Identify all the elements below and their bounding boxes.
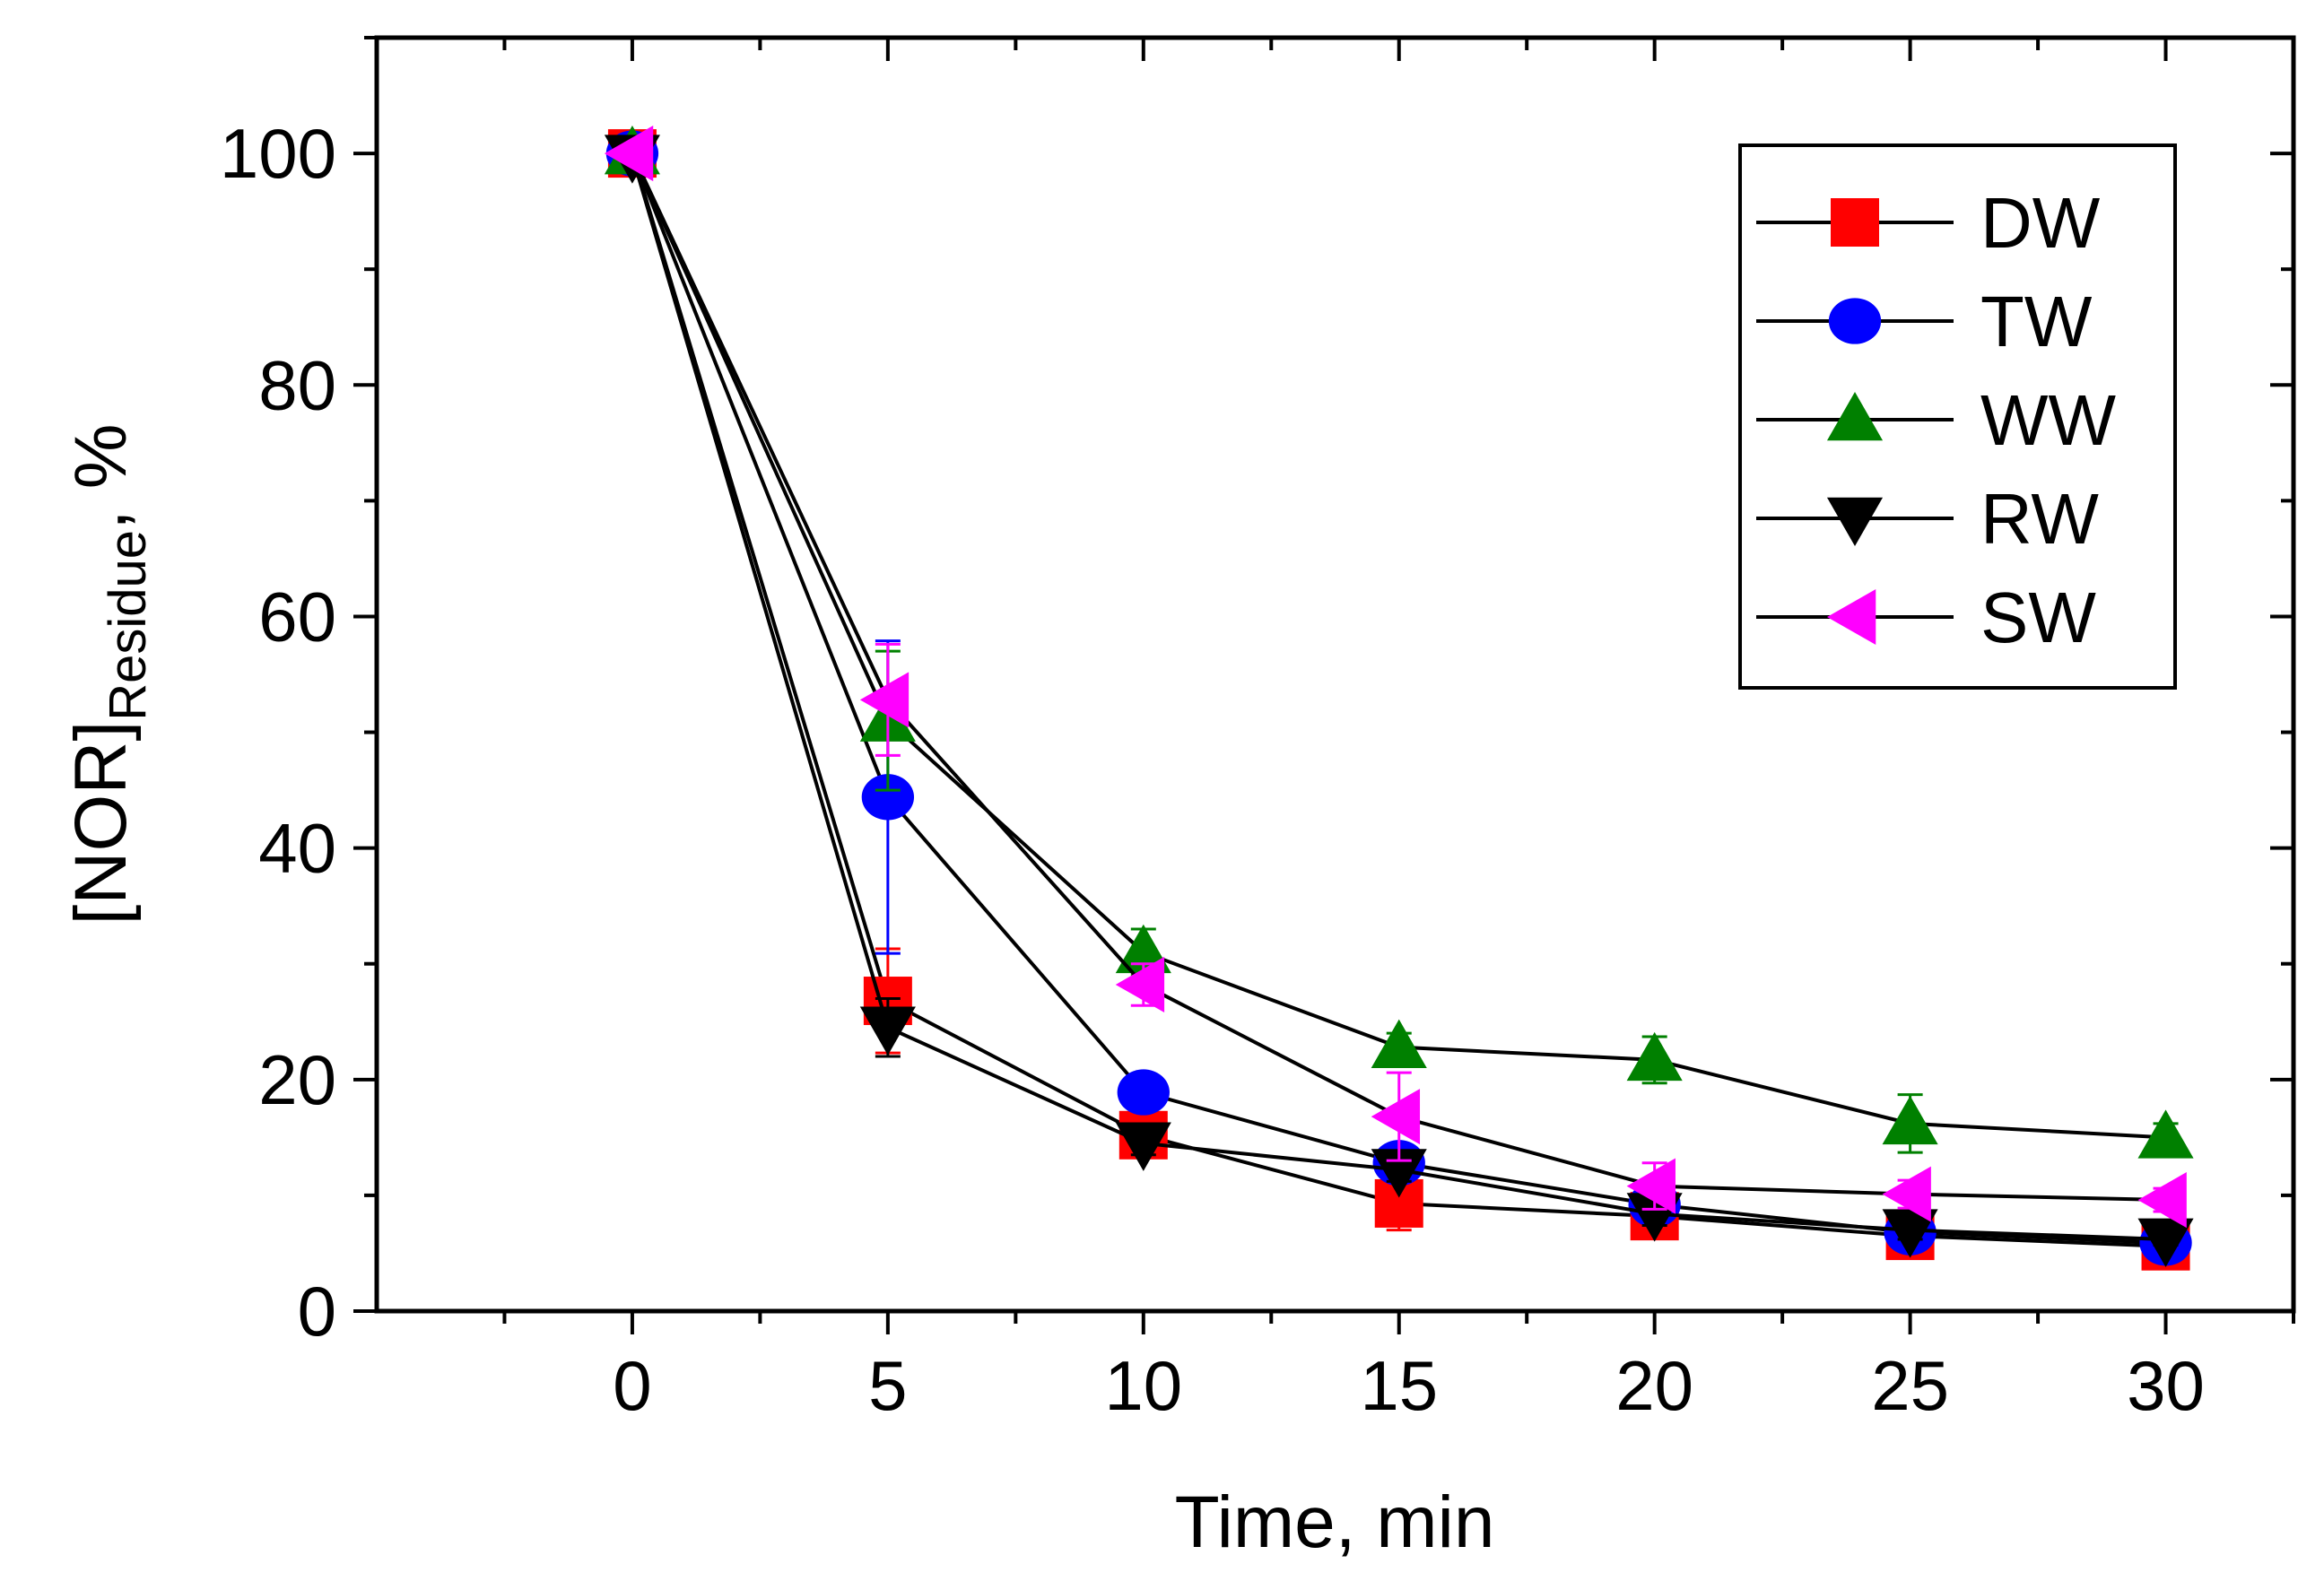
data-point-sw [2137, 1172, 2187, 1229]
y-axis-title-main: [NOR] [60, 721, 142, 925]
data-point-rw [1371, 1149, 1427, 1198]
data-point-tw [1117, 1069, 1170, 1116]
series-rw [604, 135, 2194, 1268]
series-sw [604, 126, 2187, 1229]
legend-item-ww: WW [1756, 380, 2117, 460]
data-point-rw [1115, 1122, 1171, 1171]
legend-box [1738, 143, 2177, 690]
legend-label: RW [1980, 479, 2099, 559]
y-axis-title: [NOR]Residue, % [60, 423, 157, 925]
data-point-ww [1371, 1019, 1427, 1068]
x-tick-label: 25 [1871, 1346, 1949, 1425]
legend-item-dw: DW [1756, 183, 2101, 263]
legend-item-rw: RW [1756, 479, 2099, 559]
svg-text:[NOR]Residue, %: [NOR]Residue, % [60, 423, 157, 925]
x-tick-label: 0 [613, 1346, 651, 1425]
data-point-sw [859, 672, 910, 728]
y-axis-title-sub: Residue [99, 530, 157, 721]
legend-item-sw: SW [1756, 578, 2096, 657]
legend-label: SW [1980, 578, 2096, 657]
legend-marker-rw [1826, 497, 1884, 547]
legend-item-tw: TW [1756, 282, 2093, 361]
data-point-rw [859, 1006, 916, 1056]
y-tick-label: 40 [258, 809, 336, 888]
legend-label: TW [1980, 282, 2093, 361]
x-tick-label: 15 [1360, 1346, 1438, 1425]
legend-label: DW [1980, 183, 2101, 263]
y-tick-label: 0 [298, 1272, 336, 1351]
y-tick-label: 60 [258, 577, 336, 656]
y-tick-label: 80 [258, 345, 336, 424]
data-point-tw [861, 774, 915, 821]
data-point-sw [604, 126, 654, 182]
data-point-sw [1882, 1166, 1931, 1222]
x-tick-label: 5 [868, 1346, 907, 1425]
legend-marker-tw [1828, 298, 1882, 344]
y-axis-title-suffix: , % [60, 423, 142, 529]
x-axis-title: Time, min [1175, 1481, 1495, 1563]
data-point-sw [1626, 1158, 1676, 1214]
data-point-ww [2137, 1109, 2194, 1159]
legend-marker-ww [1826, 391, 1884, 441]
legend-marker-dw [1831, 198, 1879, 247]
y-tick-label: 20 [258, 1040, 336, 1119]
data-point-sw [1115, 956, 1165, 1013]
plot-frame [374, 35, 2296, 1314]
data-point-ww [1626, 1031, 1683, 1082]
x-tick-label: 10 [1104, 1346, 1182, 1425]
data-point-sw [1371, 1089, 1421, 1145]
y-tick-label: 100 [220, 114, 336, 193]
data-point-rw [2137, 1218, 2194, 1268]
data-point-rw [1882, 1209, 1938, 1258]
legend: DW TW WW RW SW [1738, 143, 2177, 690]
x-tick-label: 20 [1615, 1346, 1693, 1425]
data-point-ww [1882, 1095, 1938, 1145]
series-layer [604, 126, 2194, 1271]
tick-labels: 0 5 10 15 20 25 30 0 20 40 60 80 100 [220, 114, 2205, 1425]
x-tick-label: 30 [2127, 1346, 2205, 1425]
legend-label: WW [1980, 380, 2117, 460]
legend-marker-sw [1826, 588, 1876, 646]
